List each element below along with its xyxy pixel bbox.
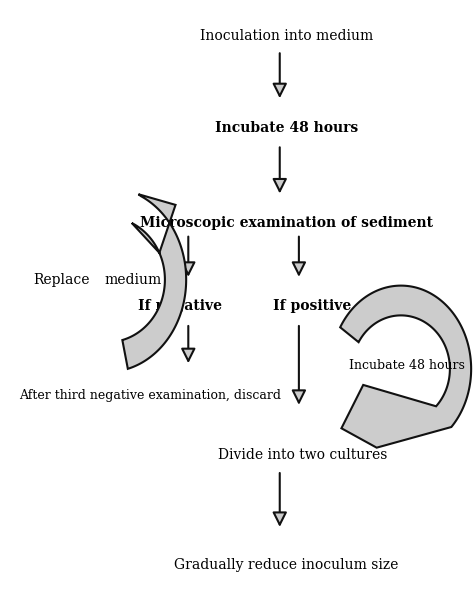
Text: If negative: If negative xyxy=(138,299,222,314)
Text: Gradually reduce inoculum size: Gradually reduce inoculum size xyxy=(174,558,398,573)
Text: Microscopic examination of sediment: Microscopic examination of sediment xyxy=(140,216,433,230)
Text: Inoculation into medium: Inoculation into medium xyxy=(200,28,373,43)
Text: Incubate 48 hours: Incubate 48 hours xyxy=(348,359,465,373)
Text: After third negative examination, discard: After third negative examination, discar… xyxy=(19,389,281,402)
PathPatch shape xyxy=(340,285,471,448)
Text: Incubate 48 hours: Incubate 48 hours xyxy=(215,121,358,135)
Text: If positive: If positive xyxy=(273,299,351,314)
Text: medium: medium xyxy=(104,273,162,287)
PathPatch shape xyxy=(122,194,186,369)
Text: Divide into two cultures: Divide into two cultures xyxy=(219,448,388,462)
Text: Replace: Replace xyxy=(33,273,90,287)
